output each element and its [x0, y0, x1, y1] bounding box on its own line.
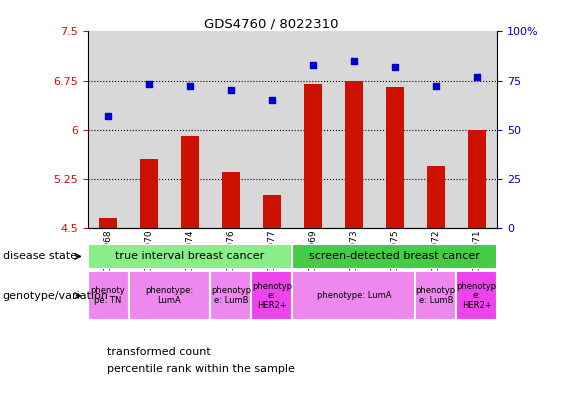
Bar [385, 87, 404, 228]
Bar [221, 172, 240, 228]
Text: phenotyp
e: LumB: phenotyp e: LumB [211, 286, 251, 305]
Bar [129, 31, 170, 228]
Text: phenotyp
e:
HER2+: phenotyp e: HER2+ [252, 281, 292, 310]
Point [349, 58, 358, 64]
Text: genotype/variation: genotype/variation [3, 291, 109, 301]
Text: percentile rank within the sample: percentile rank within the sample [107, 364, 295, 375]
Bar [129, 271, 211, 320]
Bar [457, 31, 497, 228]
Bar [333, 31, 374, 228]
Bar [415, 31, 457, 228]
Bar [170, 31, 210, 228]
Bar [457, 271, 497, 320]
Bar [374, 31, 415, 228]
Text: screen-detected breast cancer: screen-detected breast cancer [310, 252, 480, 261]
Bar [251, 31, 293, 228]
Bar [211, 31, 251, 228]
Point [267, 97, 276, 103]
Bar [99, 218, 118, 228]
Text: GDS4760 / 8022310: GDS4760 / 8022310 [204, 18, 338, 31]
Text: phenotype: LumA: phenotype: LumA [316, 291, 391, 300]
Point [145, 81, 154, 88]
Bar [303, 84, 322, 228]
Bar [427, 166, 445, 228]
Text: transformed count: transformed count [107, 347, 211, 357]
Point [227, 87, 236, 94]
Point [472, 73, 481, 80]
Bar [293, 271, 415, 320]
Bar [293, 244, 497, 269]
Bar [88, 31, 129, 228]
Bar [467, 130, 486, 228]
Text: phenoty
pe: TN: phenoty pe: TN [90, 286, 125, 305]
Point [390, 64, 399, 70]
Point [103, 113, 112, 119]
Text: true interval breast cancer: true interval breast cancer [115, 252, 264, 261]
Bar [211, 271, 251, 320]
Text: phenotyp
e: LumB: phenotyp e: LumB [416, 286, 456, 305]
Text: phenotyp
e:
HER2+: phenotyp e: HER2+ [457, 281, 497, 310]
Bar [345, 81, 363, 228]
Bar [88, 244, 293, 269]
Bar [140, 159, 158, 228]
Bar [415, 271, 457, 320]
Text: disease state: disease state [3, 252, 77, 261]
Bar [88, 271, 129, 320]
Text: phenotype:
LumA: phenotype: LumA [145, 286, 194, 305]
Point [431, 83, 440, 90]
Bar [293, 31, 333, 228]
Bar [181, 136, 199, 228]
Point [185, 83, 194, 90]
Bar [263, 195, 281, 228]
Point [308, 62, 318, 68]
Bar [251, 271, 293, 320]
